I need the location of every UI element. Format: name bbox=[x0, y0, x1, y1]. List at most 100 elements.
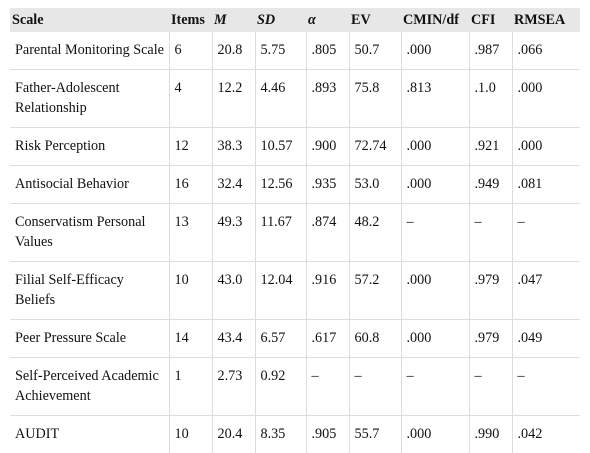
cell-mean: 32.4 bbox=[212, 166, 255, 204]
cell-mean: 49.3 bbox=[212, 204, 255, 262]
cell-alpha: .900 bbox=[306, 128, 349, 166]
cell-ev: 48.2 bbox=[349, 204, 401, 262]
cell-cmin-df: .000 bbox=[401, 166, 469, 204]
cell-mean: 43.0 bbox=[212, 262, 255, 320]
cell-scale: Conservatism Personal Values bbox=[10, 204, 169, 262]
cell-items: 1 bbox=[169, 358, 212, 416]
cell-ev: 75.8 bbox=[349, 70, 401, 128]
cell-scale: AUDIT bbox=[10, 416, 169, 453]
cell-cfi: – bbox=[469, 358, 512, 416]
cell-items: 13 bbox=[169, 204, 212, 262]
cell-items: 6 bbox=[169, 32, 212, 70]
cell-mean: 20.4 bbox=[212, 416, 255, 453]
cell-mean: 20.8 bbox=[212, 32, 255, 70]
column-header-items: Items bbox=[169, 8, 212, 32]
cell-cmin-df: .000 bbox=[401, 262, 469, 320]
cell-cmin-df: – bbox=[401, 358, 469, 416]
cell-cmin-df: .000 bbox=[401, 128, 469, 166]
column-header-sd: SD bbox=[255, 8, 306, 32]
cell-alpha: .905 bbox=[306, 416, 349, 453]
column-header-cfi: CFI bbox=[469, 8, 512, 32]
cell-rmsea: .000 bbox=[512, 128, 580, 166]
cell-rmsea: .000 bbox=[512, 70, 580, 128]
cell-cfi: .949 bbox=[469, 166, 512, 204]
cell-cmin-df: .813 bbox=[401, 70, 469, 128]
cell-ev: – bbox=[349, 358, 401, 416]
cell-ev: 55.7 bbox=[349, 416, 401, 453]
cell-items: 10 bbox=[169, 416, 212, 453]
cell-items: 14 bbox=[169, 320, 212, 358]
cell-items: 4 bbox=[169, 70, 212, 128]
cell-scale: Father-Adolescent Relationship bbox=[10, 70, 169, 128]
cell-cfi: .990 bbox=[469, 416, 512, 453]
cell-mean: 43.4 bbox=[212, 320, 255, 358]
cell-sd: 11.67 bbox=[255, 204, 306, 262]
cell-cmin-df: – bbox=[401, 204, 469, 262]
cell-sd: 8.35 bbox=[255, 416, 306, 453]
column-header-rmsea: RMSEA bbox=[512, 8, 580, 32]
cell-alpha: .893 bbox=[306, 70, 349, 128]
cell-ev: 57.2 bbox=[349, 262, 401, 320]
cell-scale: Risk Perception bbox=[10, 128, 169, 166]
column-header-alpha: α bbox=[306, 8, 349, 32]
cell-rmsea: – bbox=[512, 204, 580, 262]
cell-ev: 60.8 bbox=[349, 320, 401, 358]
cell-items: 10 bbox=[169, 262, 212, 320]
cell-rmsea: .049 bbox=[512, 320, 580, 358]
column-header-cmin-df: CMIN/df bbox=[401, 8, 469, 32]
cell-scale: Self-Perceived Academic Achievement bbox=[10, 358, 169, 416]
cell-alpha: .935 bbox=[306, 166, 349, 204]
cell-alpha: .874 bbox=[306, 204, 349, 262]
cell-mean: 2.73 bbox=[212, 358, 255, 416]
cell-sd: 5.75 bbox=[255, 32, 306, 70]
cell-ev: 53.0 bbox=[349, 166, 401, 204]
cell-cmin-df: .000 bbox=[401, 32, 469, 70]
cell-scale: Antisocial Behavior bbox=[10, 166, 169, 204]
cell-cfi: – bbox=[469, 204, 512, 262]
cell-items: 12 bbox=[169, 128, 212, 166]
cell-items: 16 bbox=[169, 166, 212, 204]
cell-alpha: .916 bbox=[306, 262, 349, 320]
cell-rmsea: .042 bbox=[512, 416, 580, 453]
cell-scale: Filial Self-Efficacy Beliefs bbox=[10, 262, 169, 320]
cell-rmsea: .081 bbox=[512, 166, 580, 204]
cell-rmsea: .066 bbox=[512, 32, 580, 70]
cell-mean: 38.3 bbox=[212, 128, 255, 166]
column-header-ev: EV bbox=[349, 8, 401, 32]
cell-cmin-df: .000 bbox=[401, 320, 469, 358]
cell-cmin-df: .000 bbox=[401, 416, 469, 453]
cell-sd: 4.46 bbox=[255, 70, 306, 128]
cell-alpha: .805 bbox=[306, 32, 349, 70]
cell-scale: Parental Monitoring Scale bbox=[10, 32, 169, 70]
cell-ev: 50.7 bbox=[349, 32, 401, 70]
cell-sd: 12.56 bbox=[255, 166, 306, 204]
cell-alpha: .617 bbox=[306, 320, 349, 358]
column-header-mean: M bbox=[212, 8, 255, 32]
cell-mean: 12.2 bbox=[212, 70, 255, 128]
cell-scale: Peer Pressure Scale bbox=[10, 320, 169, 358]
cell-rmsea: .047 bbox=[512, 262, 580, 320]
cell-cfi: .979 bbox=[469, 320, 512, 358]
cell-cfi: .979 bbox=[469, 262, 512, 320]
column-header-scale: Scale bbox=[10, 8, 169, 32]
cell-cfi: .921 bbox=[469, 128, 512, 166]
cell-ev: 72.74 bbox=[349, 128, 401, 166]
cell-sd: 12.04 bbox=[255, 262, 306, 320]
cell-sd: 0.92 bbox=[255, 358, 306, 416]
cell-cfi: .1.0 bbox=[469, 70, 512, 128]
cell-rmsea: – bbox=[512, 358, 580, 416]
cell-alpha: – bbox=[306, 358, 349, 416]
cell-sd: 6.57 bbox=[255, 320, 306, 358]
